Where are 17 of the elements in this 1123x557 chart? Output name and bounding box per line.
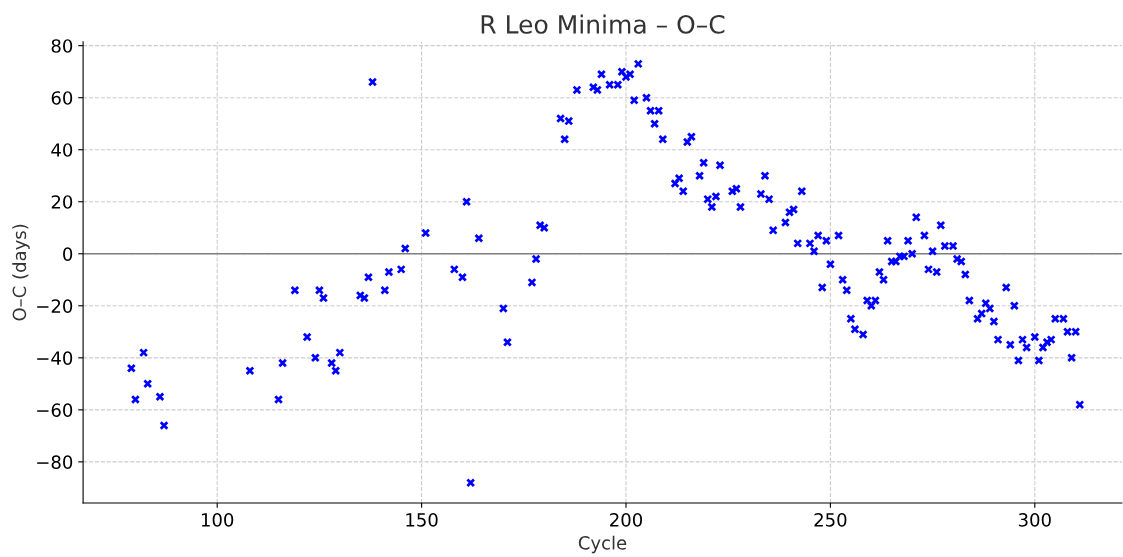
y-tick-label: −40 [37, 351, 73, 365]
chart-title: R Leo Minima – O–C [481, 14, 725, 34]
y-tick-label: −80 [37, 455, 73, 469]
x-tick-label: 250 [814, 513, 847, 527]
x-tick-label: 100 [201, 513, 234, 527]
y-tick-label: 20 [51, 195, 73, 209]
x-axis-title: Cycle [578, 535, 627, 554]
y-tick-label: −20 [37, 299, 73, 313]
y-axis-title: O–C (days) [12, 224, 30, 321]
y-tick-label: −60 [37, 403, 73, 417]
x-tick-label: 300 [1018, 513, 1051, 527]
y-tick-label: 60 [51, 91, 73, 105]
x-tick-label: 150 [406, 513, 438, 527]
x-tick-label: 200 [610, 513, 643, 527]
y-tick-label: 0 [63, 247, 73, 261]
y-tick-label: 40 [51, 143, 73, 157]
y-tick-label: 80 [51, 39, 73, 53]
